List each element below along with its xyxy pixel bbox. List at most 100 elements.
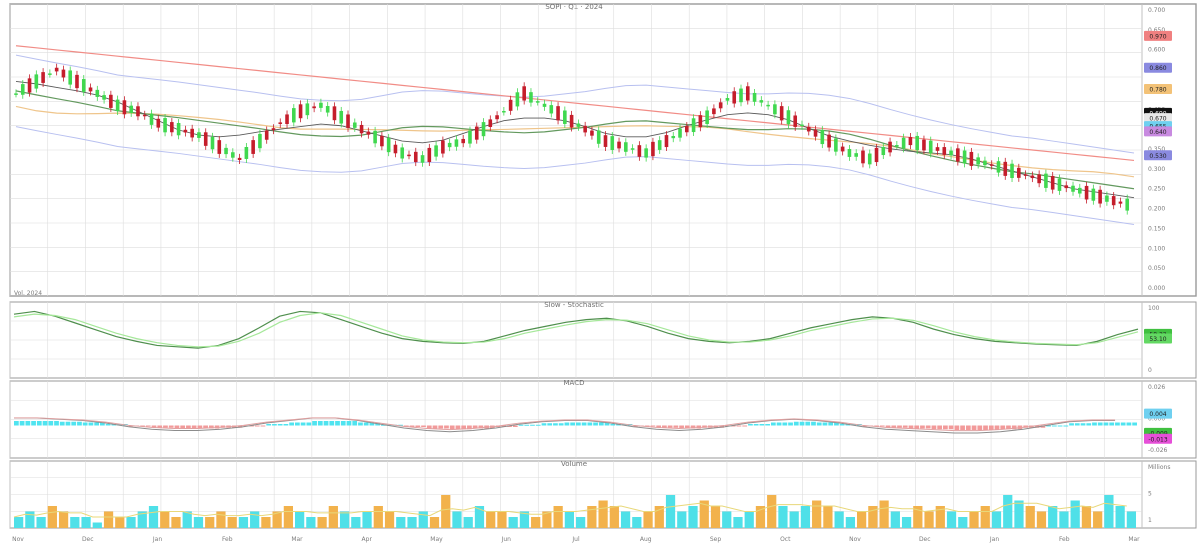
- macd-histogram-bar: [25, 421, 31, 426]
- macd-histogram-bar: [799, 421, 805, 426]
- volume-bar: [36, 517, 46, 528]
- candle-body: [386, 137, 391, 153]
- macd-histogram-bar: [621, 424, 627, 426]
- macd-histogram-bar: [140, 425, 145, 427]
- y-tick-label: 5: [1148, 491, 1152, 498]
- volume-bar: [486, 511, 496, 528]
- candle-body: [644, 148, 648, 158]
- x-tick-label: Nov: [849, 536, 861, 543]
- candle-body: [305, 103, 310, 116]
- candle-body: [48, 73, 52, 75]
- macd-histogram-bar: [438, 425, 444, 429]
- main-panel-series: [14, 45, 1135, 225]
- macd-histogram-bar: [742, 425, 748, 427]
- macd-histogram-bar: [834, 422, 839, 426]
- y-tick-label: 0.350: [1148, 146, 1165, 153]
- volume-bar: [452, 511, 462, 528]
- candle-body: [1003, 161, 1008, 176]
- volume-bar: [429, 517, 440, 528]
- x-tick-label: Feb: [1059, 536, 1070, 543]
- volume-bar: [463, 517, 473, 528]
- macd-histogram-bar: [541, 423, 547, 426]
- macd-histogram-bar: [816, 422, 822, 426]
- y-tick-label: 0.000: [1148, 285, 1165, 292]
- candle-body: [224, 147, 228, 155]
- macd-histogram-bar: [994, 425, 1000, 430]
- macd-histogram-bar: [163, 425, 168, 428]
- candle-body: [380, 135, 384, 147]
- volume-bar: [339, 511, 350, 528]
- macd-histogram-bar: [793, 421, 799, 426]
- volume-bar: [171, 517, 181, 528]
- candle-body: [54, 67, 59, 72]
- macd-histogram-bar: [151, 425, 157, 428]
- candle-body: [908, 137, 913, 146]
- candle-body: [1118, 201, 1123, 204]
- macd-histogram-bar: [426, 425, 432, 429]
- candle-body: [81, 79, 86, 92]
- macd-histogram-bar: [432, 425, 438, 429]
- volume-bar: [441, 495, 451, 528]
- price-badge: [1144, 62, 1172, 73]
- volume-bar: [789, 511, 799, 528]
- candle-body: [136, 106, 140, 117]
- candle-body: [1064, 185, 1069, 189]
- macd-histogram-bar: [363, 422, 369, 426]
- candle-body: [1125, 198, 1130, 211]
- y-tick-label: 0.600: [1148, 47, 1165, 54]
- candle-body: [542, 103, 547, 107]
- macd-histogram-bar: [197, 425, 203, 429]
- macd-histogram-bar: [180, 425, 186, 429]
- macd-histogram-bar: [31, 421, 36, 426]
- candle-body: [603, 135, 608, 147]
- stoch-d-line: [13, 312, 1139, 348]
- x-tick-label: May: [430, 536, 443, 543]
- volume-bar: [126, 517, 136, 528]
- macd-histogram-bar: [839, 424, 845, 426]
- macd-histogram-bar: [610, 424, 616, 426]
- volume-bar: [564, 511, 574, 528]
- macd-histogram-bar: [673, 425, 679, 428]
- candle-body: [989, 164, 994, 166]
- macd-histogram-bar: [587, 422, 593, 426]
- candle-body: [705, 110, 709, 125]
- main-panel-grid: [9, 4, 1143, 296]
- candle-body: [61, 69, 66, 78]
- macd-histogram-bar: [54, 421, 59, 426]
- price-badge-label: 0.670: [1149, 116, 1166, 123]
- macd-histogram-bar: [684, 425, 690, 429]
- candle-body: [766, 104, 770, 107]
- candle-body: [820, 130, 825, 145]
- volume-bar: [148, 506, 159, 528]
- candle-body: [861, 150, 865, 164]
- macd-histogram-bar: [1092, 422, 1097, 426]
- volume-bar: [115, 517, 125, 528]
- candle-body: [1030, 175, 1035, 179]
- x-tick-label: Jul: [571, 536, 580, 543]
- volume-bar: [295, 511, 305, 528]
- macd-histogram-bar: [828, 422, 834, 426]
- candle-body: [75, 74, 79, 89]
- candle-body: [210, 136, 215, 150]
- candle-body: [664, 135, 669, 148]
- volume-bar: [1014, 500, 1024, 528]
- macd-histogram-bar: [897, 425, 902, 428]
- candle-body: [149, 113, 154, 125]
- y-tick-label: 0: [1148, 367, 1152, 374]
- macd-histogram-bar: [100, 422, 105, 426]
- macd-histogram-bar: [1103, 422, 1109, 426]
- candle-body: [922, 139, 926, 151]
- candle-body: [14, 93, 18, 95]
- volume-bar: [1059, 511, 1069, 528]
- candle-body: [624, 142, 628, 152]
- macd-histogram-bar: [977, 425, 983, 430]
- macd-histogram-bar: [409, 425, 415, 427]
- candle-body: [366, 131, 371, 135]
- volume-bar: [396, 517, 406, 528]
- candle-body: [563, 110, 567, 124]
- volume-bar: [1093, 511, 1103, 528]
- stoch-panel-badges: 58.3353.10: [1144, 328, 1172, 344]
- candle-body: [400, 147, 405, 159]
- volume-bar: [901, 517, 912, 528]
